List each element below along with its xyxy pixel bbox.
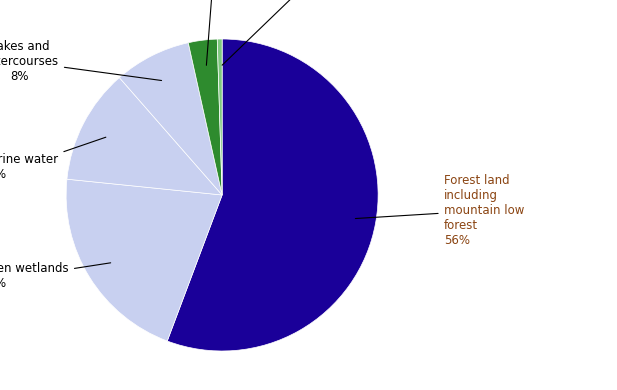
Text: Marine water
12%: Marine water 12% (0, 137, 106, 181)
Wedge shape (167, 39, 378, 351)
Wedge shape (66, 179, 222, 341)
Text: Forest land
including
mountain low
forest
56%: Forest land including mountain low fores… (355, 174, 524, 247)
Wedge shape (67, 78, 222, 195)
Text: Other below the
mountain border
3%: Other below the mountain border 3% (165, 0, 264, 65)
Text: Lakes and
watercourses
8%: Lakes and watercourses 8% (0, 40, 162, 83)
Text: Other above the
mountain border
0%: Other above the mountain border 0% (222, 0, 378, 65)
Wedge shape (119, 43, 222, 195)
Wedge shape (188, 39, 222, 195)
Wedge shape (217, 39, 222, 195)
Text: Open wetlands
21%: Open wetlands 21% (0, 262, 110, 290)
